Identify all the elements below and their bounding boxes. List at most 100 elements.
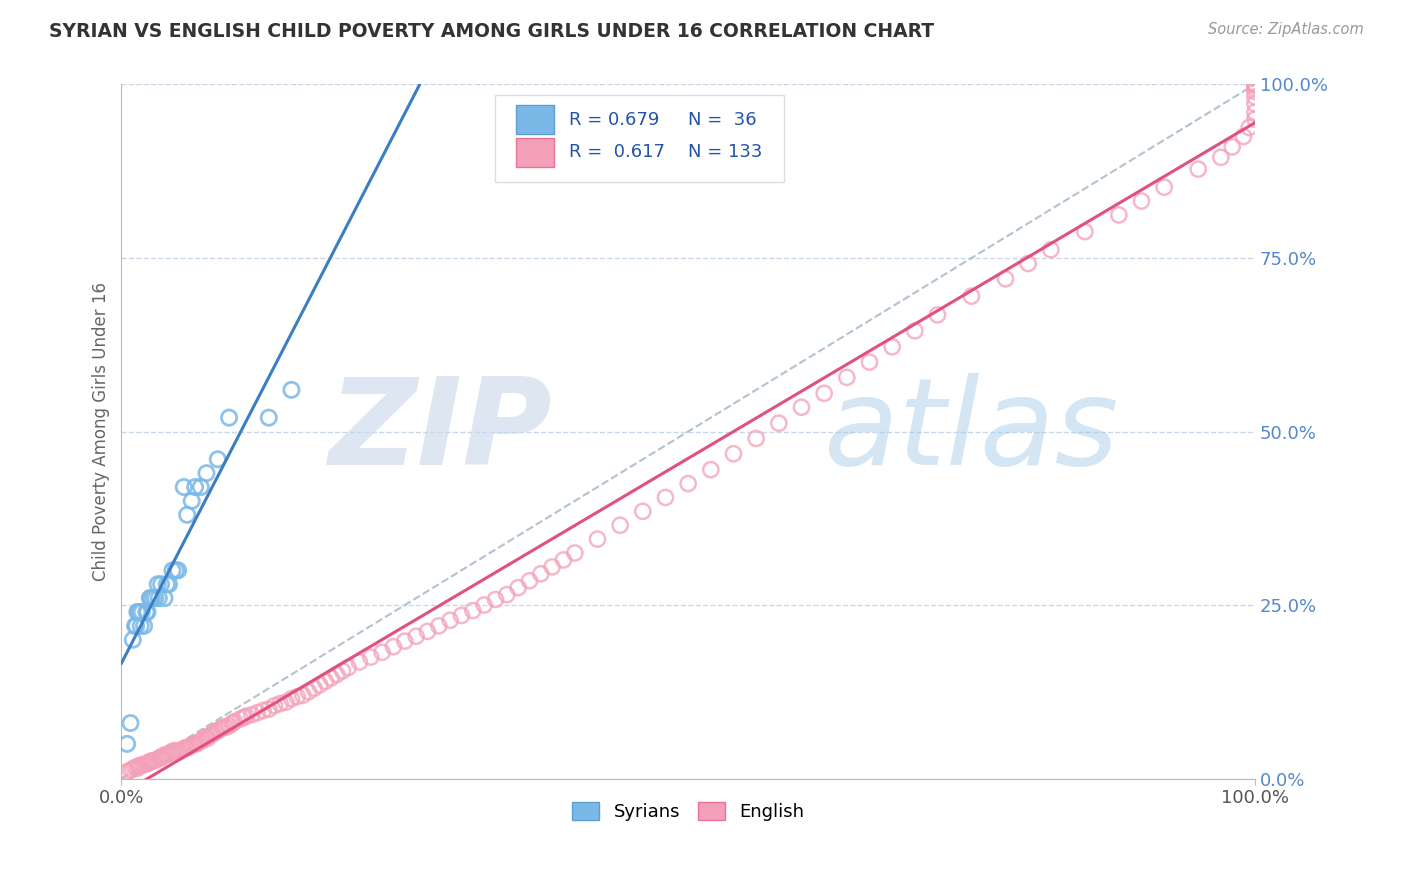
- Point: [257, 410, 280, 425]
- Point: [184, 480, 207, 494]
- Point: [858, 355, 880, 369]
- Point: [1244, 78, 1267, 92]
- Point: [927, 308, 949, 322]
- Point: [1244, 96, 1267, 111]
- Point: [768, 416, 790, 430]
- FancyBboxPatch shape: [516, 138, 554, 167]
- Point: [285, 690, 308, 704]
- Point: [1244, 78, 1267, 92]
- Point: [212, 720, 235, 734]
- Point: [1244, 78, 1267, 92]
- Point: [149, 751, 172, 765]
- Point: [160, 745, 183, 759]
- Point: [124, 619, 146, 633]
- Point: [1244, 78, 1267, 92]
- Point: [1237, 120, 1260, 135]
- Point: [197, 731, 219, 746]
- Text: R = 0.679: R = 0.679: [569, 111, 659, 128]
- Point: [195, 466, 218, 480]
- Point: [1220, 140, 1243, 154]
- Point: [190, 480, 212, 494]
- Text: Source: ZipAtlas.com: Source: ZipAtlas.com: [1208, 22, 1364, 37]
- Point: [229, 712, 252, 726]
- Point: [194, 730, 217, 744]
- Point: [142, 754, 165, 768]
- Point: [148, 591, 170, 606]
- Point: [162, 563, 184, 577]
- Point: [349, 655, 371, 669]
- Point: [586, 532, 609, 546]
- Point: [115, 737, 138, 751]
- Point: [183, 737, 205, 751]
- Point: [132, 619, 155, 633]
- Point: [153, 591, 176, 606]
- Point: [882, 340, 904, 354]
- Point: [162, 744, 184, 758]
- Point: [360, 650, 382, 665]
- Point: [208, 723, 231, 737]
- Point: [172, 742, 194, 756]
- Point: [146, 577, 169, 591]
- Point: [1244, 81, 1267, 95]
- Point: [139, 755, 162, 769]
- Point: [167, 563, 190, 577]
- Point: [129, 619, 152, 633]
- Point: [676, 476, 699, 491]
- Point: [321, 671, 343, 685]
- Point: [994, 272, 1017, 286]
- Legend: Syrians, English: Syrians, English: [565, 795, 811, 829]
- Point: [1108, 208, 1130, 222]
- Point: [139, 591, 162, 606]
- Point: [179, 739, 201, 754]
- Point: [165, 744, 187, 758]
- Point: [1244, 90, 1267, 104]
- Point: [1244, 78, 1267, 92]
- Point: [202, 725, 225, 739]
- Point: [139, 754, 162, 768]
- Point: [180, 494, 202, 508]
- Point: [904, 324, 927, 338]
- Point: [176, 741, 198, 756]
- Point: [337, 660, 360, 674]
- Point: [235, 709, 257, 723]
- Point: [790, 401, 813, 415]
- Point: [135, 605, 157, 619]
- Point: [484, 592, 506, 607]
- Point: [314, 674, 336, 689]
- Y-axis label: Child Poverty Among Girls Under 16: Child Poverty Among Girls Under 16: [93, 282, 110, 581]
- Point: [240, 707, 263, 722]
- Point: [135, 756, 157, 771]
- Point: [128, 759, 150, 773]
- Point: [156, 577, 179, 591]
- Point: [332, 664, 354, 678]
- Point: [654, 491, 676, 505]
- Point: [280, 691, 302, 706]
- Point: [131, 757, 153, 772]
- Point: [169, 744, 191, 758]
- Point: [252, 704, 274, 718]
- Point: [541, 560, 564, 574]
- Point: [180, 739, 202, 753]
- Point: [153, 747, 176, 762]
- Point: [145, 754, 167, 768]
- Point: [1074, 225, 1097, 239]
- Text: SYRIAN VS ENGLISH CHILD POVERTY AMONG GIRLS UNDER 16 CORRELATION CHART: SYRIAN VS ENGLISH CHILD POVERTY AMONG GI…: [49, 22, 935, 41]
- Point: [150, 577, 173, 591]
- Point: [1017, 256, 1039, 270]
- Point: [127, 761, 149, 775]
- Point: [1244, 105, 1267, 120]
- Point: [191, 732, 214, 747]
- Point: [416, 624, 439, 639]
- Point: [174, 741, 197, 756]
- Point: [218, 719, 240, 733]
- Point: [553, 553, 575, 567]
- Point: [246, 706, 269, 720]
- Point: [700, 463, 723, 477]
- Point: [138, 756, 160, 771]
- Text: ZIP: ZIP: [329, 373, 553, 490]
- Point: [120, 716, 142, 731]
- FancyBboxPatch shape: [516, 105, 554, 135]
- Point: [139, 591, 162, 606]
- Point: [1153, 180, 1175, 194]
- Point: [519, 574, 541, 588]
